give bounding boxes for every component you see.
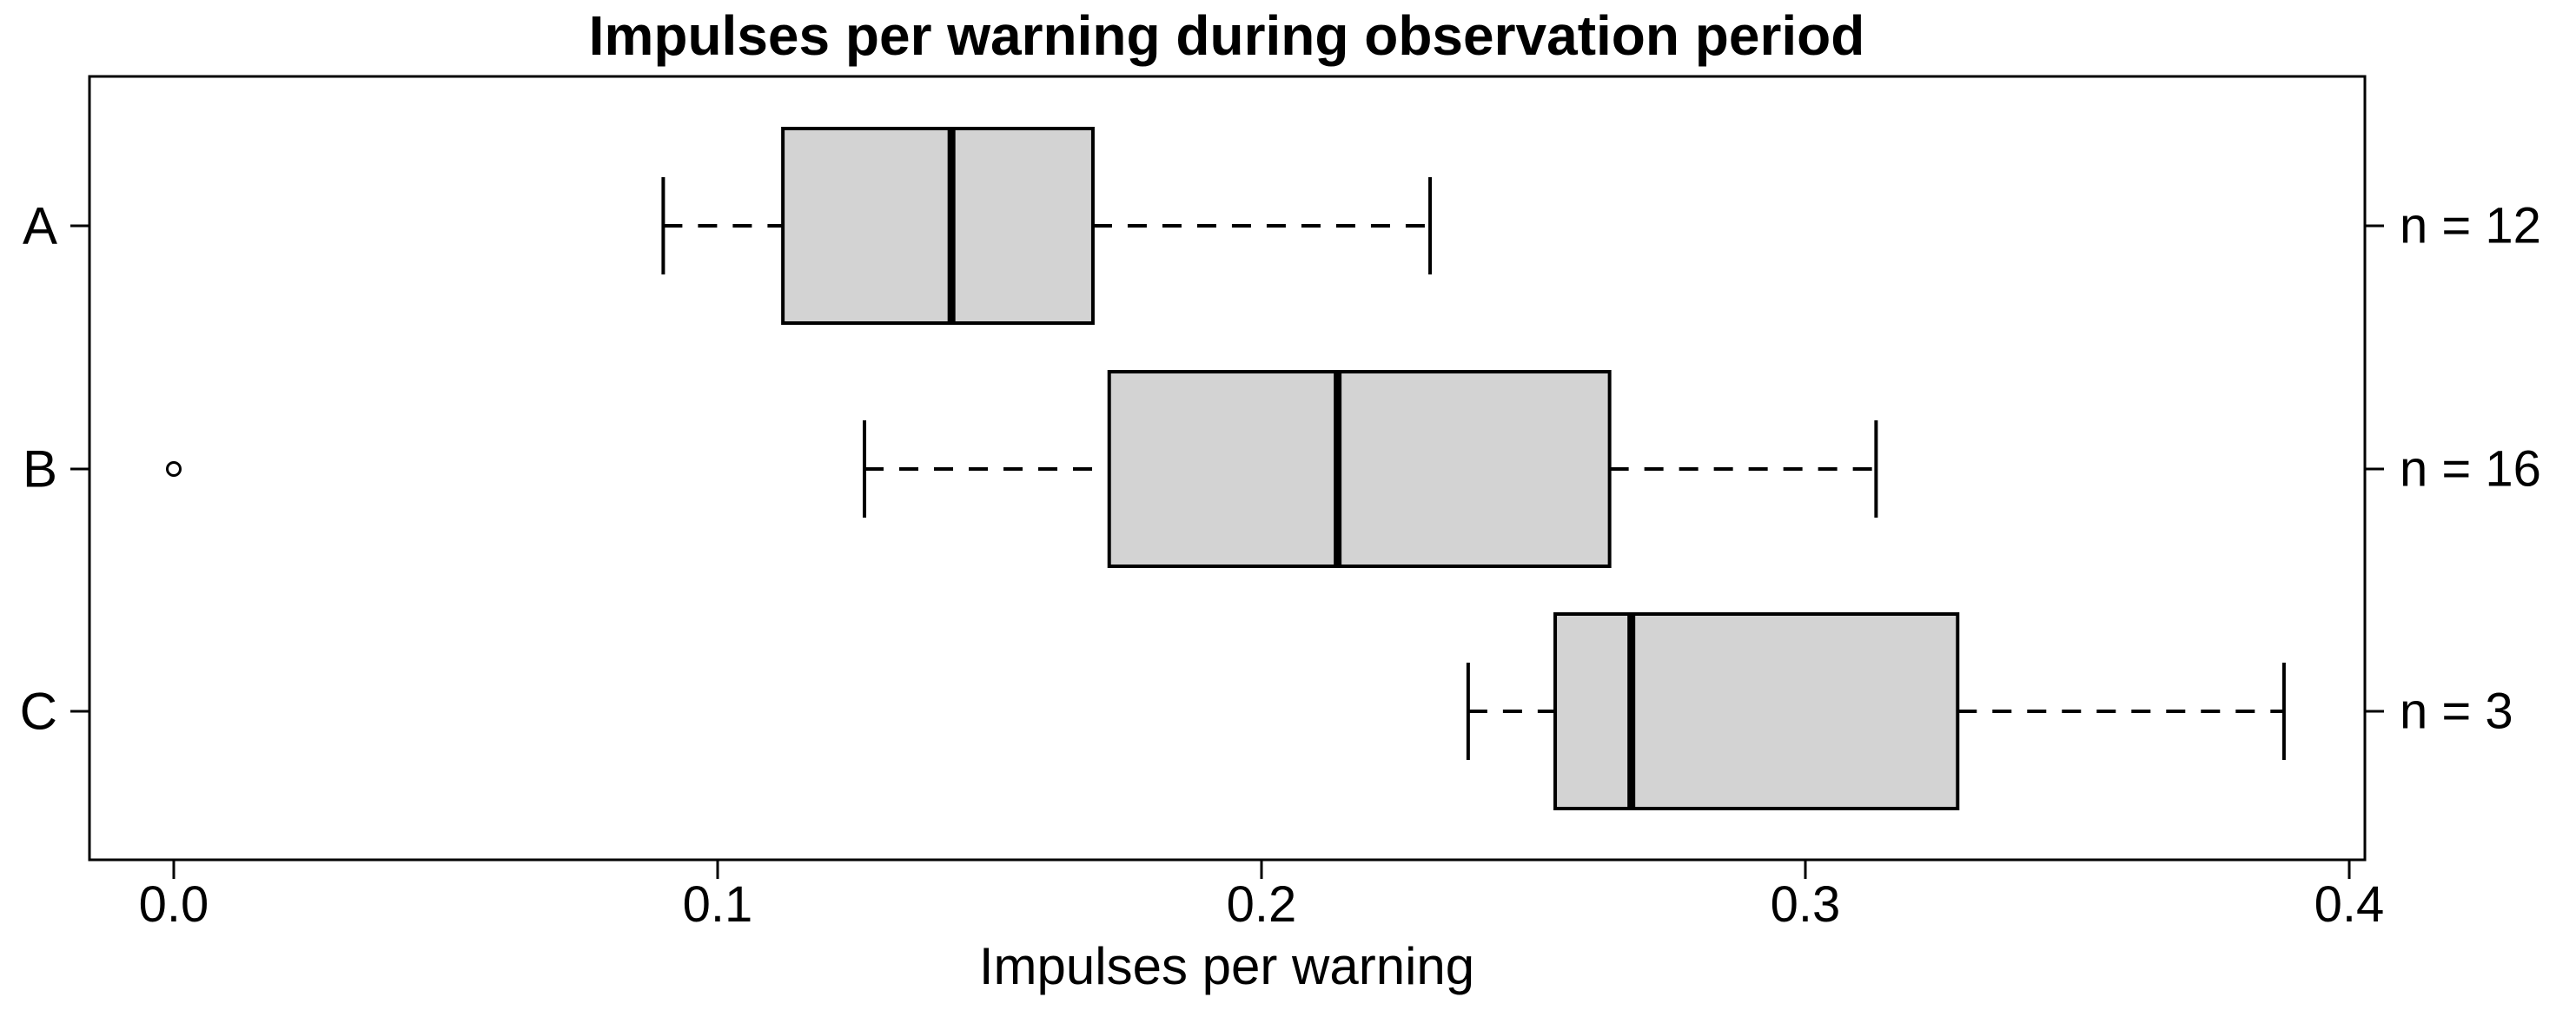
x-axis-title: Impulses per warning bbox=[978, 937, 1475, 995]
x-tick-label: 0.2 bbox=[1226, 876, 1297, 933]
sample-size-label: n = 12 bbox=[2400, 197, 2541, 254]
box-iqr bbox=[781, 127, 1095, 325]
chart-title: Impulses per warning during observation … bbox=[588, 4, 1865, 67]
sample-size-label: n = 16 bbox=[2400, 440, 2541, 498]
x-tick-label: 0.1 bbox=[682, 876, 753, 933]
category-label: C bbox=[19, 682, 57, 741]
category-label: A bbox=[22, 196, 57, 255]
outlier-point bbox=[166, 461, 182, 477]
x-tick-label: 0.0 bbox=[138, 876, 209, 933]
box-iqr bbox=[1553, 612, 1960, 810]
x-tick-label: 0.4 bbox=[2314, 876, 2385, 933]
sample-size-label: n = 3 bbox=[2400, 683, 2513, 740]
category-label: B bbox=[22, 439, 57, 499]
x-tick-label: 0.3 bbox=[1770, 876, 1841, 933]
box-iqr bbox=[1107, 370, 1612, 568]
